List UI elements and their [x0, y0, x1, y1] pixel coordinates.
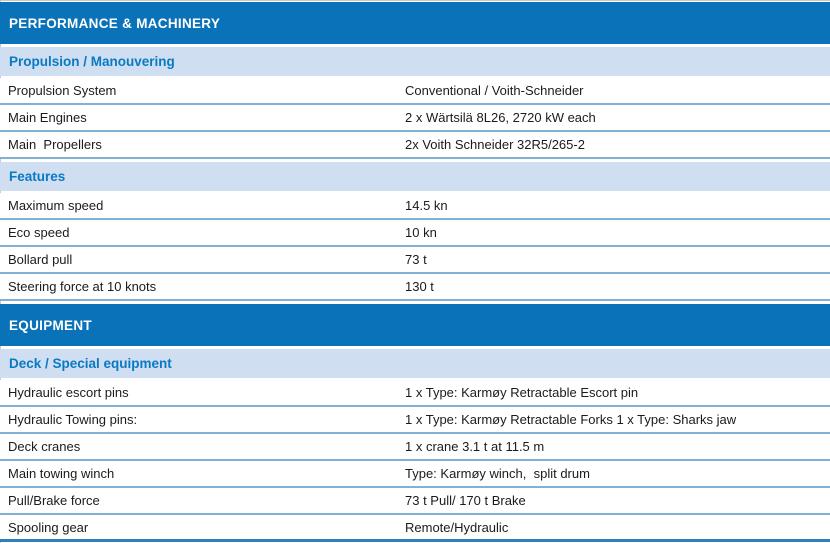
group-title: Deck / Special equipment — [9, 356, 172, 371]
table-row: Bollard pull 73 t — [0, 247, 830, 274]
row-label: Main Engines — [8, 110, 87, 125]
row-label: Propulsion System — [8, 83, 117, 98]
row-value: 2x Voith Schneider 32R5/265-2 — [405, 137, 585, 152]
row-label: Hydraulic escort pins — [8, 385, 129, 400]
section-title: PERFORMANCE & MACHINERY — [9, 15, 221, 31]
row-label: Deck cranes — [8, 439, 81, 454]
group-title: Propulsion / Manouvering — [9, 54, 175, 69]
row-value: 10 kn — [405, 225, 437, 240]
row-label: Hydraulic Towing pins: — [8, 412, 138, 427]
table-row: Steering force at 10 knots 130 t — [0, 274, 830, 301]
row-value: 1 x Type: Karmøy Retractable Escort pin — [405, 385, 639, 400]
row-label: Bollard pull — [8, 252, 73, 267]
section-title: EQUIPMENT — [9, 317, 92, 333]
row-value: Conventional / Voith-Schneider — [405, 83, 584, 98]
row-label: Main towing winch — [8, 466, 115, 481]
bottom-accent-bar — [0, 539, 830, 542]
table-row: Main Propellers 2x Voith Schneider 32R5/… — [0, 132, 830, 159]
table-row: Hydraulic Towing pins: 1 x Type: Karmøy … — [0, 407, 830, 434]
row-value: Type: Karmøy winch, split drum — [405, 466, 590, 481]
table-row: Deck cranes 1 x crane 3.1 t at 11.5 m — [0, 434, 830, 461]
row-value: 73 t Pull/ 170 t Brake — [405, 493, 526, 508]
section-groups: Propulsion / Manouvering Propulsion Syst… — [0, 47, 830, 301]
spec-group: Deck / Special equipment Hydraulic escor… — [0, 349, 830, 542]
group-header: Features — [0, 162, 830, 191]
spec-section: PERFORMANCE & MACHINERY Propulsion / Man… — [0, 2, 830, 301]
row-value: Remote/Hydraulic — [405, 520, 509, 535]
spec-group: Features Maximum speed 14.5 kn Eco speed… — [0, 162, 830, 301]
row-label: Eco speed — [8, 225, 70, 240]
row-label: Maximum speed — [8, 198, 104, 213]
row-value: 1 x crane 3.1 t at 11.5 m — [405, 439, 545, 454]
row-value: 73 t — [405, 252, 427, 267]
section-groups: Deck / Special equipment Hydraulic escor… — [0, 349, 830, 542]
group-title: Features — [9, 169, 66, 184]
row-value: 14.5 kn — [405, 198, 448, 213]
row-label: Spooling gear — [8, 520, 89, 535]
table-row: Main Engines 2 x Wärtsilä 8L26, 2720 kW … — [0, 105, 830, 132]
group-rows: Hydraulic escort pins 1 x Type: Karmøy R… — [0, 380, 830, 542]
row-value: 1 x Type: Karmøy Retractable Forks 1 x T… — [405, 412, 737, 427]
table-row: Propulsion System Conventional / Voith-S… — [0, 78, 830, 105]
section-header: EQUIPMENT — [0, 304, 830, 346]
table-row: Spooling gear Remote/Hydraulic — [0, 515, 830, 542]
group-header: Deck / Special equipment — [0, 349, 830, 378]
row-value: 2 x Wärtsilä 8L26, 2720 kW each — [405, 110, 596, 125]
table-row: Maximum speed 14.5 kn — [0, 193, 830, 220]
row-label: Steering force at 10 knots — [8, 279, 157, 294]
section-header: PERFORMANCE & MACHINERY — [0, 2, 830, 44]
group-rows: Maximum speed 14.5 kn Eco speed 10 kn Bo… — [0, 193, 830, 301]
table-row: Pull/Brake force 73 t Pull/ 170 t Brake — [0, 488, 830, 515]
row-label: Main Propellers — [8, 137, 102, 152]
table-row: Main towing winch Type: Karmøy winch, sp… — [0, 461, 830, 488]
table-row: Eco speed 10 kn — [0, 220, 830, 247]
group-header: Propulsion / Manouvering — [0, 47, 830, 76]
spec-group: Propulsion / Manouvering Propulsion Syst… — [0, 47, 830, 159]
spec-section: EQUIPMENT Deck / Special equipment Hydra… — [0, 304, 830, 542]
row-value: 130 t — [405, 279, 434, 294]
table-row: Hydraulic escort pins 1 x Type: Karmøy R… — [0, 380, 830, 407]
group-rows: Propulsion System Conventional / Voith-S… — [0, 78, 830, 159]
row-label: Pull/Brake force — [8, 493, 100, 508]
